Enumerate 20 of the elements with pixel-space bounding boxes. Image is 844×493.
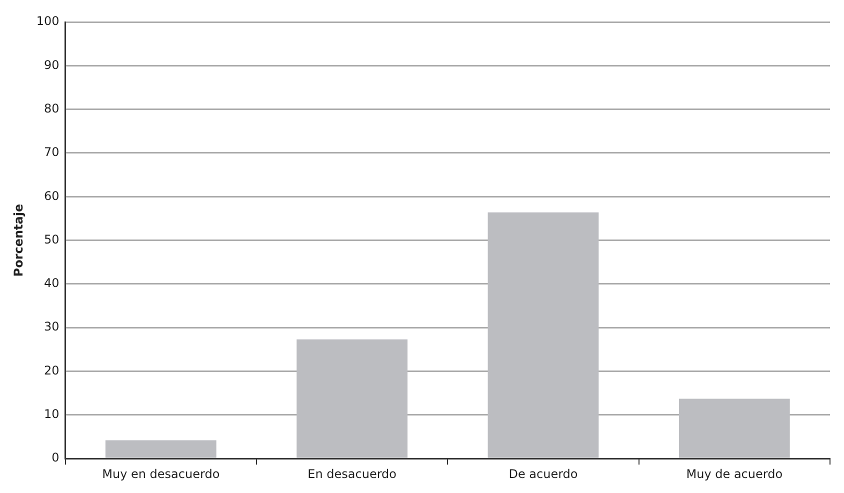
- x-tick-label: En desacuerdo: [308, 466, 397, 481]
- bar: [105, 440, 216, 458]
- y-tick-label: 70: [44, 145, 60, 160]
- y-tick-label: 90: [44, 58, 60, 72]
- bar: [678, 398, 790, 458]
- y-tick-label: 0: [52, 450, 60, 465]
- y-tick-label: 100: [36, 14, 60, 28]
- bar: [488, 212, 599, 458]
- y-tick-label: 50: [44, 232, 60, 246]
- y-tick-label: 60: [44, 188, 60, 203]
- y-tick-label: 80: [44, 101, 60, 116]
- x-tick-label: De acuerdo: [508, 466, 578, 481]
- y-tick-label: 20: [44, 363, 60, 378]
- x-tick-label: Muy en desacuerdo: [102, 466, 220, 481]
- x-tick-label: Muy de acuerdo: [686, 466, 783, 481]
- y-tick-label: 40: [44, 276, 60, 290]
- bar: [296, 339, 408, 458]
- y-tick-label: 10: [44, 407, 60, 422]
- y-tick-label: 30: [44, 320, 60, 334]
- y-axis-title: Porcentaje: [11, 204, 26, 277]
